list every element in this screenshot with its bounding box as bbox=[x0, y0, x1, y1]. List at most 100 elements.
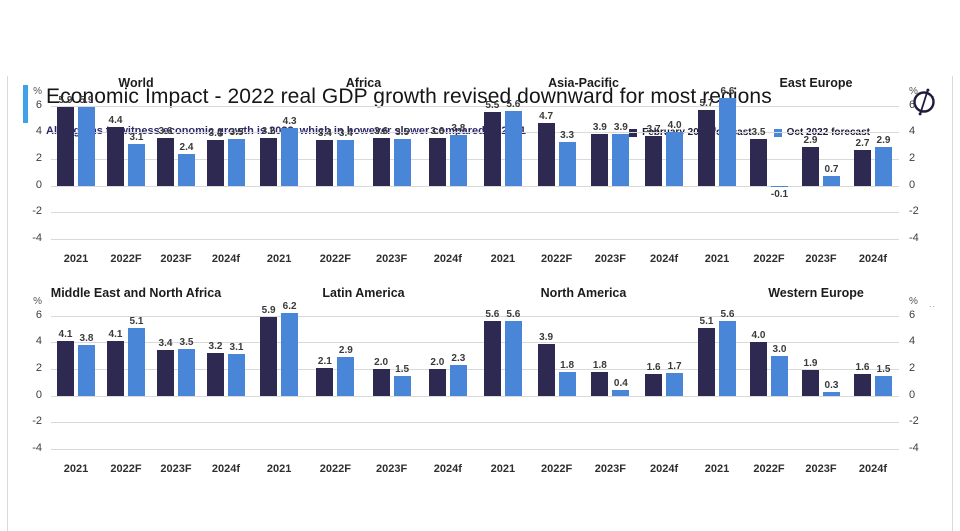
y-axis-tick: 0 bbox=[35, 388, 42, 401]
chart-body: 5.7 6.6 3.5 -0.1 2.9 0.7 2.7 2.9 2021 2022F 2023F 2… bbox=[691, 86, 941, 269]
gridline bbox=[251, 342, 476, 344]
gridline bbox=[51, 212, 251, 214]
bar-value-label: 3.8 bbox=[79, 333, 94, 344]
gridline bbox=[476, 395, 691, 397]
bar-feb-forecast bbox=[260, 137, 278, 186]
gridline bbox=[476, 239, 691, 240]
y-axis-tick: 6 bbox=[909, 98, 916, 111]
bar-oct-forecast bbox=[393, 139, 411, 186]
bar-feb-forecast bbox=[372, 137, 390, 186]
y-axis-tick: 4 bbox=[909, 335, 916, 348]
category-axis: 2021 2022F 2023F 2024f bbox=[51, 463, 251, 479]
bar-value-label: 3.3 bbox=[560, 129, 575, 141]
y-axis-tick: 0 bbox=[909, 388, 916, 401]
category-label: 2024f bbox=[858, 253, 888, 265]
category-label: 2024f bbox=[858, 463, 888, 475]
bar-value-label: 5.5 bbox=[485, 100, 500, 112]
chart-east-europe: East Europe 5.7 6.6 3.5 -0.1 2.9 0.7 2.7 2.9 2021… bbox=[691, 76, 941, 269]
bar-value-label: -0.1 bbox=[770, 189, 789, 200]
y-axis-tick: 6 bbox=[909, 308, 916, 321]
bar-feb-forecast bbox=[157, 137, 174, 186]
bar-value-label: 5.1 bbox=[129, 315, 144, 327]
gridline bbox=[251, 315, 476, 317]
bar-value-label: 3.6 bbox=[261, 125, 276, 137]
gridline bbox=[51, 422, 251, 424]
gridline bbox=[51, 449, 251, 450]
y-axis-tick: 4 bbox=[35, 125, 42, 138]
bar-feb-forecast bbox=[854, 374, 871, 396]
y-axis-tick: 2 bbox=[35, 152, 42, 164]
gridline bbox=[476, 159, 691, 160]
category-label: 2024f bbox=[211, 463, 241, 475]
bar-value-label: 3.2 bbox=[208, 341, 223, 352]
category-label: 2022F bbox=[753, 253, 785, 265]
bar-group-2022f: 3.4 3.4 bbox=[307, 95, 363, 247]
gridline bbox=[51, 315, 251, 317]
bar-value-label: 1.7 bbox=[667, 361, 682, 372]
y-axis-right: %.. 6 4 2 0 -2 -4 bbox=[899, 296, 941, 479]
gridline bbox=[691, 449, 899, 450]
plot-column: 5.9 5.9 4.4 3.1 3.6 2.4 3.4 3.5 2021 2022F 2023F 20… bbox=[51, 95, 251, 269]
plot-column: 3.6 4.3 3.4 3.4 3.6 3.5 3.6 3.8 2021 2022F 2023F 20… bbox=[251, 95, 476, 269]
y-axis-tick: 0 bbox=[35, 178, 42, 191]
category-label: 2021 bbox=[266, 253, 292, 265]
y-axis-tick: 0 bbox=[909, 178, 916, 191]
bar-feb-forecast bbox=[107, 127, 124, 186]
category-axis: 2021 2022F 2023F 2024f bbox=[51, 253, 251, 269]
gridline bbox=[691, 395, 899, 397]
gridline bbox=[251, 449, 476, 450]
bar-oct-forecast bbox=[128, 327, 145, 396]
chart-asia-pacific: Asia-Pacific 5.5 5.6 4.7 3.3 3.9 3.9 3.7 4.0 2021… bbox=[476, 76, 691, 269]
bar-value-label: 3.7 bbox=[646, 124, 661, 136]
bar-value-label: 1.8 bbox=[560, 359, 575, 371]
bar-value-label: 3.9 bbox=[539, 331, 554, 343]
bar-group-2021: 4.1 3.8 bbox=[51, 305, 101, 457]
category-label: 2023F bbox=[160, 463, 192, 475]
bar-oct-forecast bbox=[719, 97, 736, 186]
gridline bbox=[251, 212, 476, 214]
bar-value-label: 0.4 bbox=[613, 378, 628, 390]
chart-western-europe: Western Europe 5.1 5.6 4.0 3.0 1.9 0.3 1.6 1.5 20… bbox=[691, 286, 941, 479]
bar-value-label: 1.6 bbox=[646, 362, 661, 374]
bar-oct-forecast bbox=[128, 144, 145, 186]
bar-feb-forecast bbox=[57, 341, 74, 396]
bar-oct-forecast bbox=[228, 354, 245, 396]
y-axis-clipped-note: .. bbox=[929, 299, 937, 309]
category-axis: 2021 2022F 2023F 2024f bbox=[251, 253, 476, 269]
bar-value-label: 4.7 bbox=[539, 111, 554, 122]
gridline bbox=[251, 369, 476, 370]
gridline bbox=[691, 105, 899, 107]
bar-oct-forecast bbox=[771, 355, 788, 396]
category-label: 2023F bbox=[160, 253, 192, 265]
chart-world: World% 6 4 2 0 -2 -4 5.9 5.9 4.4 3.1 3.6 2.4 3.4 3.5 20… bbox=[21, 76, 251, 269]
category-label: 2024f bbox=[433, 253, 462, 265]
bar-value-label: 1.9 bbox=[803, 358, 818, 370]
bar-value-label: 6.6 bbox=[720, 85, 735, 97]
y-axis-tick: -2 bbox=[909, 205, 919, 218]
gridline bbox=[691, 239, 899, 240]
bar-oct-forecast bbox=[393, 375, 411, 396]
bar-value-label: 2.0 bbox=[430, 357, 445, 368]
gridline bbox=[476, 185, 691, 187]
bar-feb-forecast bbox=[428, 369, 446, 396]
bar-value-label: 2.7 bbox=[855, 137, 870, 149]
bar-value-label: 6.2 bbox=[282, 301, 297, 312]
category-label: 2023F bbox=[805, 253, 837, 265]
bar-group-2024f: 1.6 1.7 bbox=[637, 305, 691, 457]
category-label: 2022F bbox=[110, 253, 142, 265]
chart-body: 5.6 5.6 3.9 1.8 1.8 0.4 1.6 1.7 2021 2022F 2023F 20… bbox=[476, 305, 691, 479]
bar-group-2024f: 1.6 1.5 bbox=[847, 305, 899, 457]
bar-value-label: 4.1 bbox=[58, 329, 73, 340]
bar-group-2023f: 2.9 0.7 bbox=[795, 95, 847, 247]
category-label: 2021 bbox=[704, 253, 730, 265]
gridline bbox=[691, 422, 899, 424]
y-axis-left: % 6 4 2 0 -2 -4 bbox=[21, 86, 51, 269]
bar-group-2023f: 2.0 1.5 bbox=[364, 305, 420, 457]
category-axis: 2021 2022F 2023F 2024f bbox=[251, 463, 476, 479]
bar-feb-forecast bbox=[537, 123, 555, 186]
plot-column: 5.1 5.6 4.0 3.0 1.9 0.3 1.6 1.5 2021 2022F 2023F 20… bbox=[691, 305, 899, 479]
gridline bbox=[51, 159, 251, 160]
gridline bbox=[691, 369, 899, 370]
y-axis-tick: -2 bbox=[909, 415, 919, 428]
gridline bbox=[51, 132, 251, 134]
